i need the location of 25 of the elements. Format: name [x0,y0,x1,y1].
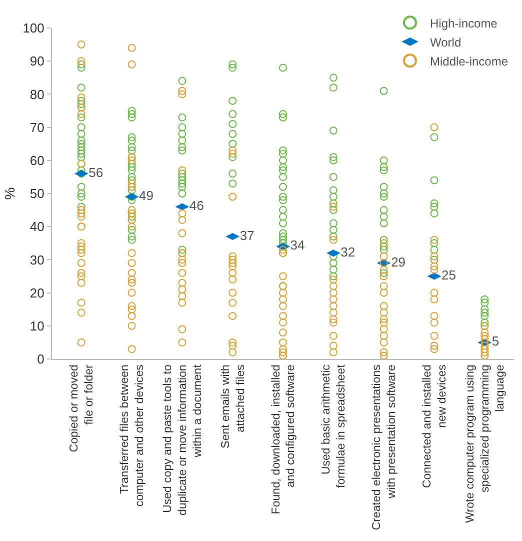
y-tick-label: 90 [30,54,44,69]
y-tick-label: 70 [30,120,44,135]
legend-label: Middle-income [430,54,508,68]
y-tick-label: 10 [30,318,44,334]
y-tick-label: 60 [30,152,44,168]
y-tick-label: 100 [22,20,44,36]
y-tick-label: 0 [37,352,44,367]
x-tick-label: Copied or moved file or folder [68,364,96,452]
legend-label: High-income [430,16,498,30]
data-label: 29 [391,254,406,270]
data-label: 25 [441,268,456,282]
y-axis-title: % [1,187,18,200]
data-label: 5 [492,334,500,349]
legend-label: World [430,35,462,50]
data-label: 34 [290,238,305,253]
data-label: 49 [139,188,154,204]
y-tick-label: 30 [30,252,44,268]
data-label: 37 [240,228,254,243]
y-tick-label: 20 [30,285,44,300]
y-tick-label: 50 [30,186,44,202]
y-tick-label: 40 [30,219,44,234]
y-tick-label: 80 [30,86,44,102]
data-label: 56 [88,164,104,180]
data-label: 32 [340,244,356,260]
data-label: 46 [189,198,204,213]
